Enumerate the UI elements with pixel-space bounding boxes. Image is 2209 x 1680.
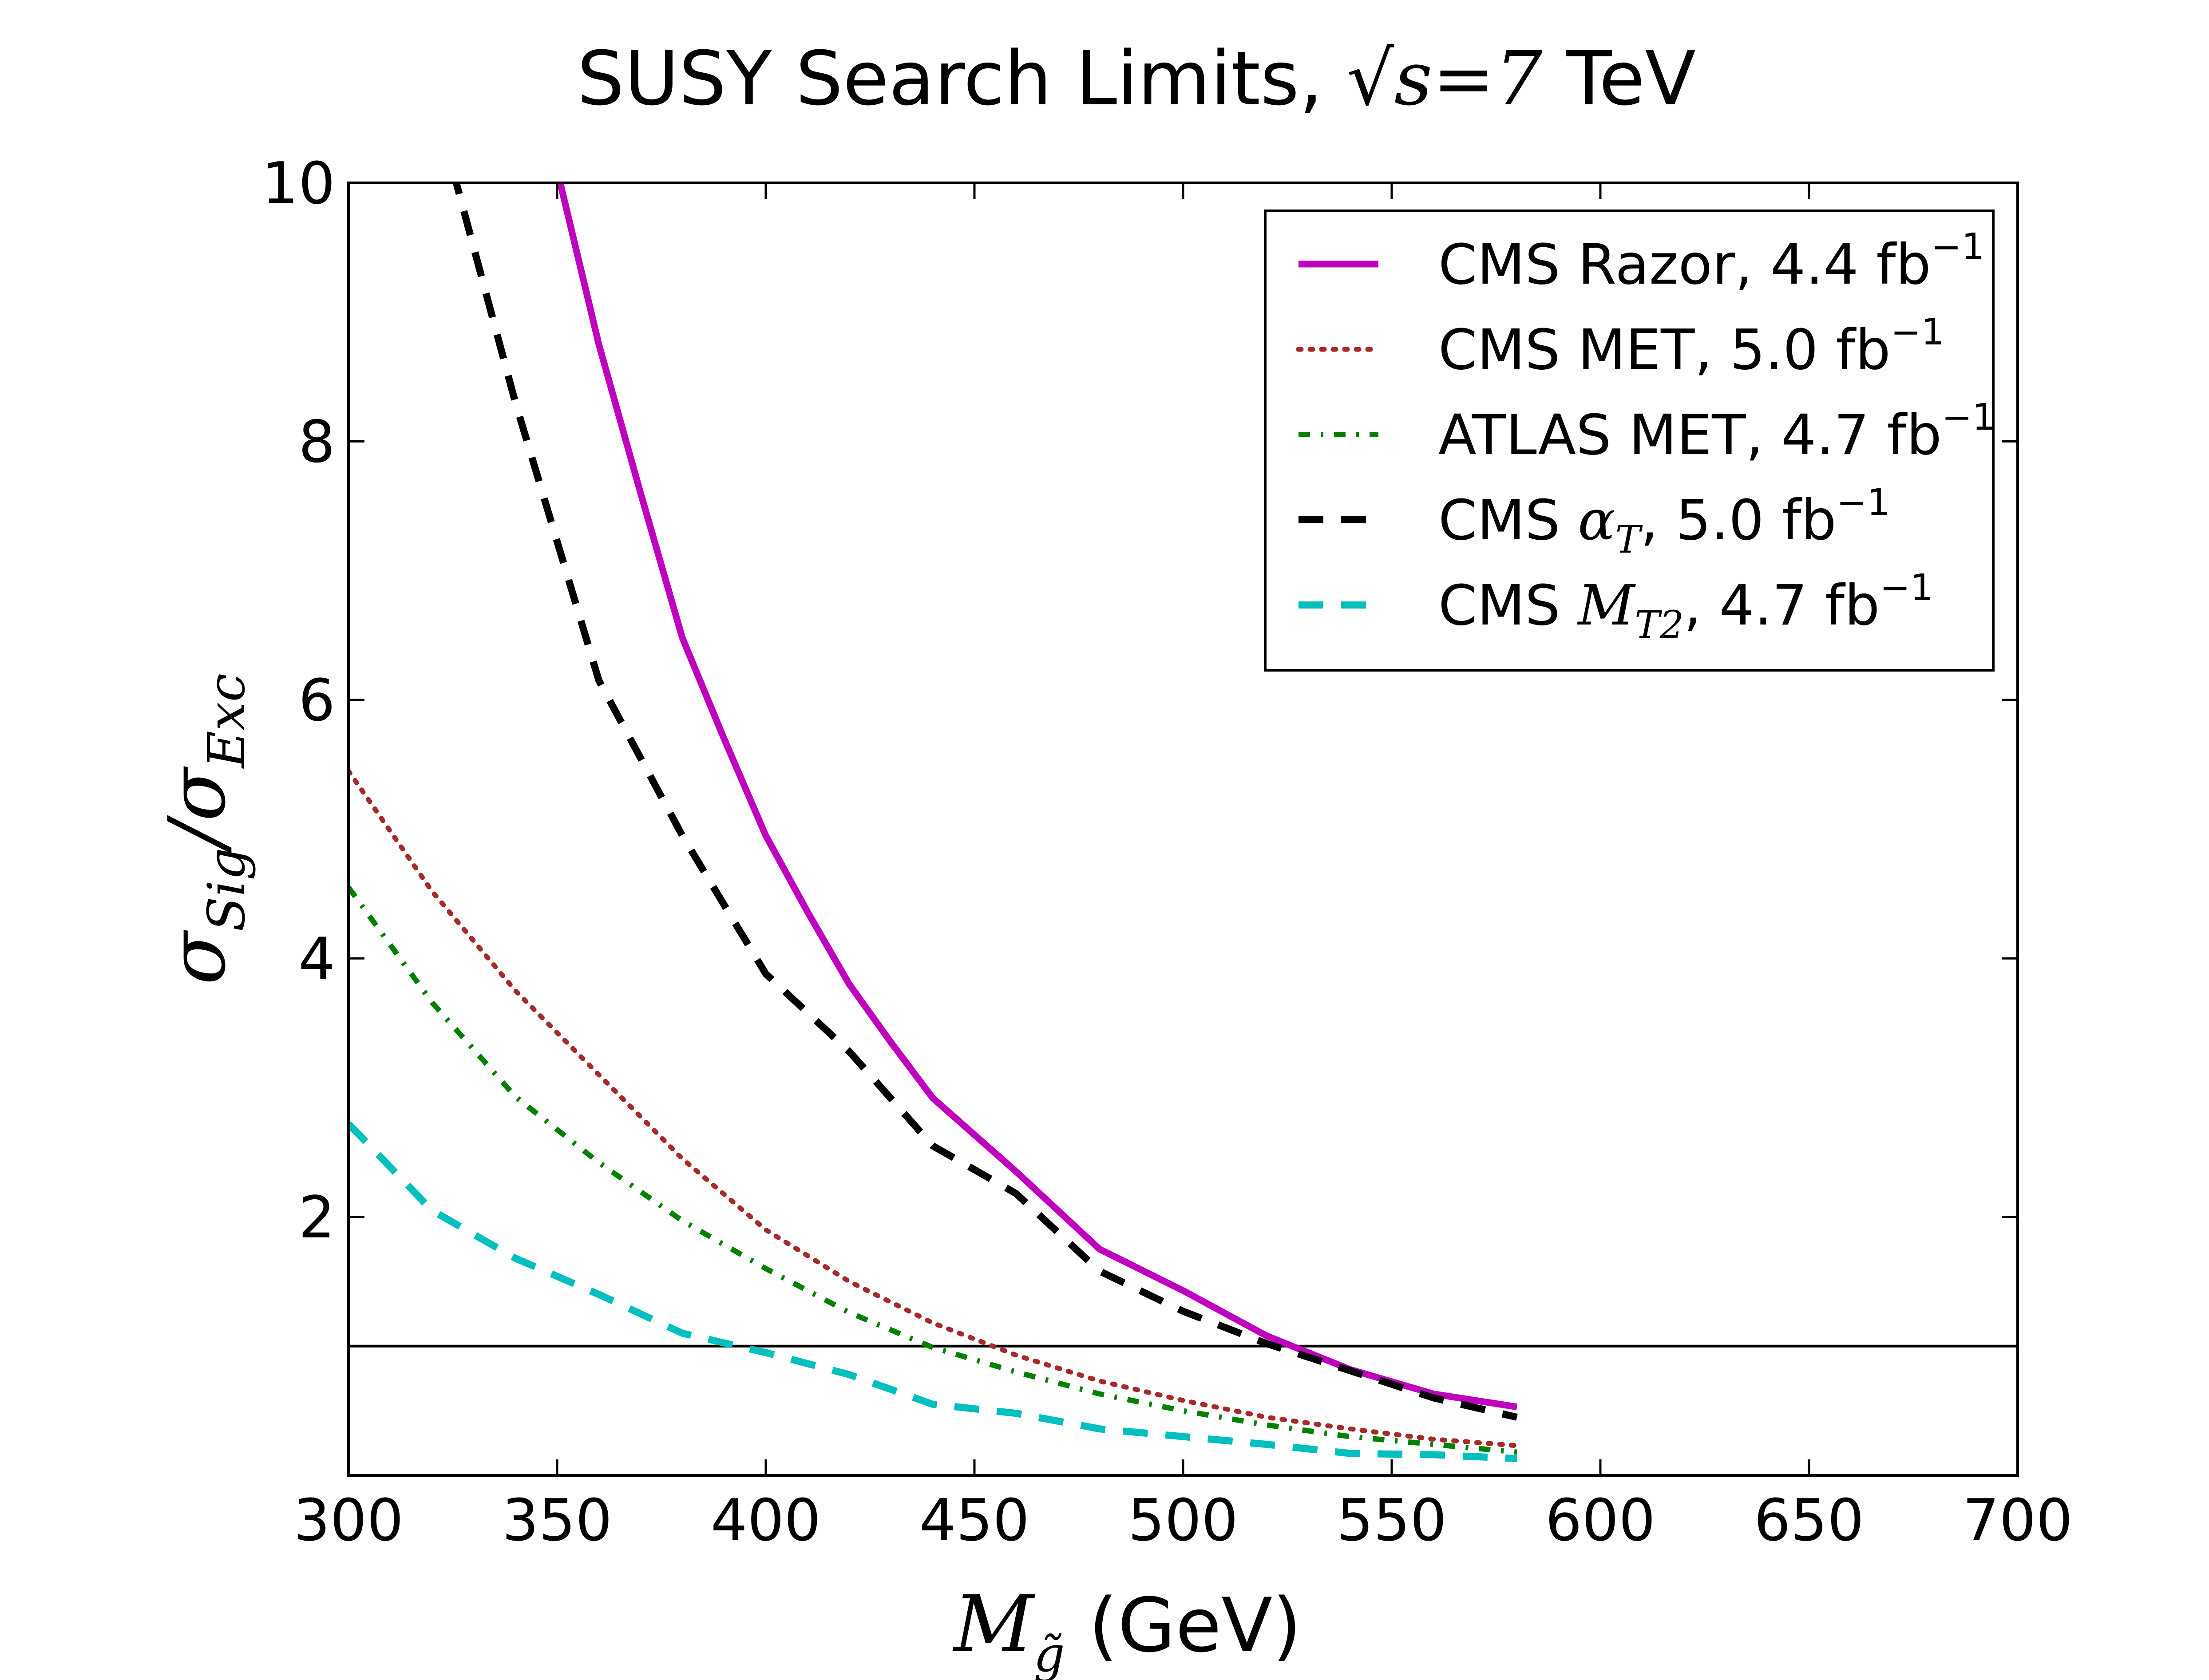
ylabel-num-sub: Sig: [197, 848, 257, 932]
y-axis-label: σSig/σExc: [152, 673, 257, 985]
legend-label-1: CMS Razor, 4.4 fb−1: [1438, 226, 1985, 297]
series-line-4: [452, 183, 1518, 1421]
x-tick-label: 600: [1545, 1486, 1655, 1554]
series-line-5: [348, 1121, 1517, 1463]
series-layer: [348, 183, 1520, 1463]
series-line-3: [348, 885, 1517, 1455]
series-line-2: [348, 768, 1520, 1448]
y-tick-label: 2: [298, 1184, 335, 1251]
legend-box: [1264, 210, 1995, 672]
ylabel-num-var: σ: [152, 929, 243, 985]
x-tick-label: 650: [1754, 1486, 1864, 1554]
legend-items: CMS Razor, 4.4 fb−1 CMS MET, 5.0 fb−1 ATLA…: [1296, 226, 1995, 647]
ylabel-den-var: σ: [152, 766, 243, 821]
y-tick-label: 8: [298, 408, 335, 475]
x-tick-label: 700: [1963, 1486, 2073, 1554]
title-sqrt-var: s: [1394, 35, 1433, 122]
x-tick-label: 350: [502, 1486, 612, 1554]
ticks-layer: 300 350 400 450 500 550 600 650 700 2 4 6 8 10: [262, 150, 2073, 1554]
legend-label-5: CMS MT2, 4.7 fb−1: [1438, 567, 1933, 647]
xlabel-unit: (GeV): [1065, 1582, 1302, 1669]
x-tick-label: 400: [711, 1486, 821, 1554]
chart-title-text: SUSY Search Limits, √s=7 TeV: [577, 35, 1696, 122]
xlabel-var: M: [952, 1579, 1035, 1670]
x-tick-label: 500: [1128, 1486, 1238, 1554]
x-tick-label: 450: [919, 1486, 1029, 1554]
x-tick-label: 300: [293, 1486, 404, 1554]
x-axis-label: Mg̃ (GeV): [952, 1579, 1302, 1680]
legend-label-4: CMS αT, 5.0 fb−1: [1438, 482, 1890, 562]
xlabel-subscript: g̃: [1033, 1626, 1065, 1680]
ylabel-slash: /: [152, 815, 243, 854]
title-eq-value: =7: [1433, 35, 1543, 122]
title-sqrt-sign: √: [1346, 35, 1394, 122]
x-tick-label: 550: [1337, 1486, 1447, 1554]
series-line-1: [557, 183, 1518, 1411]
ylabel-den-sub: Exc: [197, 673, 257, 769]
title-suffix: TeV: [1542, 35, 1696, 122]
title-prefix: SUSY Search Limits,: [577, 35, 1347, 122]
legend: CMS Razor, 4.4 fb−1 CMS MET, 5.0 fb−1 ATLA…: [1264, 210, 1995, 672]
y-tick-label: 4: [298, 925, 335, 992]
chart-title: SUSY Search Limits, √s=7 TeV: [577, 35, 1696, 122]
legend-label-3: ATLAS MET, 4.7 fb−1: [1438, 396, 1995, 467]
legend-label-2: CMS MET, 5.0 fb−1: [1438, 311, 1944, 382]
y-tick-label: 10: [262, 150, 335, 217]
y-tick-label: 6: [298, 667, 335, 734]
